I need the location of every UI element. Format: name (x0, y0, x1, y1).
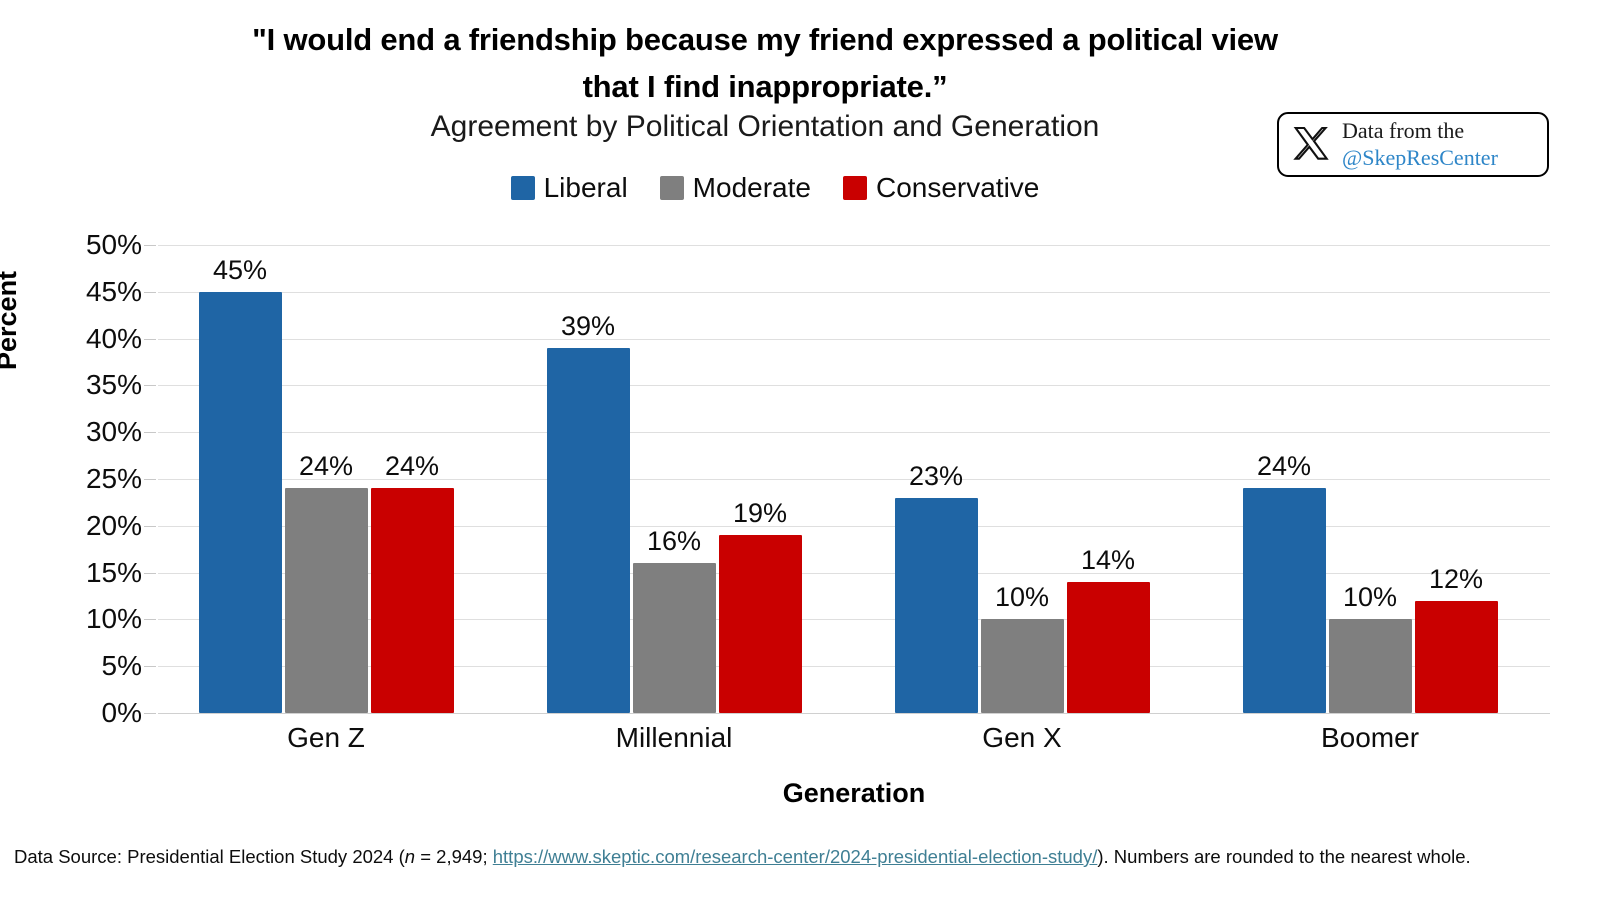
legend-label: Moderate (692, 172, 811, 203)
badge-text: Data from the @SkepResCenter (1342, 118, 1498, 171)
bar-group-millennial: 39% 16% 19% (506, 245, 854, 713)
legend-label: Liberal (543, 172, 628, 203)
gridline (158, 479, 1550, 480)
legend-swatch-icon (510, 176, 535, 200)
y-axis-tick-label: 35% (85, 369, 142, 401)
chart-legend: Liberal Moderate Conservative (0, 172, 1550, 204)
y-axis-tick-mark (144, 338, 156, 340)
y-axis-tick-label: 20% (85, 509, 142, 541)
bar-conservative-gen-x[interactable]: 14% (1066, 545, 1150, 713)
y-axis-tick-label: 30% (85, 416, 142, 448)
bar-conservative-millennial[interactable]: 19% (718, 498, 802, 713)
y-axis-tick-mark (144, 619, 156, 621)
y-axis-tick-mark (144, 291, 156, 293)
bar-liberal-gen-z[interactable]: 45% (198, 255, 282, 713)
y-axis-tick-mark (144, 245, 156, 246)
legend-item-moderate[interactable]: Moderate (659, 172, 811, 204)
bar-value-label: 23% (908, 460, 964, 491)
bar-liberal-millennial[interactable]: 39% (546, 311, 630, 713)
bar-value-label: 39% (560, 310, 616, 341)
y-axis-tick-mark (144, 479, 156, 480)
footer-italic-n: n (404, 846, 416, 867)
legend-item-conservative[interactable]: Conservative (842, 172, 1040, 204)
bar-value-label: 10% (994, 582, 1050, 613)
y-axis-tick-label: 40% (85, 322, 142, 354)
chart-subtitle: Agreement by Political Orientation and G… (430, 110, 1100, 143)
y-axis-tick-mark (144, 713, 156, 714)
bar-liberal-gen-x[interactable]: 23% (894, 461, 978, 713)
gridline (158, 245, 1550, 246)
x-axis-title: Generation (782, 778, 926, 808)
bar-group-gen-x: 23% 10% 14% (854, 245, 1202, 713)
y-axis-tick-label: 25% (85, 463, 142, 494)
y-axis-tick-label: 15% (85, 556, 142, 588)
bar-value-label: 14% (1080, 544, 1136, 575)
footer-source-note: Data Source: Presidential Election Study… (14, 846, 1590, 868)
gridline (158, 713, 1550, 714)
bar-conservative-gen-z[interactable]: 24% (370, 451, 454, 713)
y-axis-tick-label: 50% (85, 229, 142, 260)
bar-value-label: 24% (1256, 451, 1312, 482)
badge-handle[interactable]: @SkepResCenter (1342, 144, 1498, 170)
chart-header: "I would end a friendship because my fri… (0, 0, 1600, 215)
y-axis-tick-mark (144, 666, 156, 668)
gridline (158, 432, 1550, 434)
title-line-1: "I would end a friendship because my fri… (252, 22, 1278, 57)
y-axis-tick-label: 5% (101, 650, 142, 682)
legend-label: Conservative (875, 172, 1040, 203)
data-source-badge[interactable]: Data from the @SkepResCenter (1277, 112, 1549, 177)
x-logo-icon (1293, 126, 1329, 160)
bar-value-label: 24% (298, 451, 354, 482)
x-axis-tick-label: Gen Z (287, 722, 365, 753)
y-axis-tick-mark (144, 385, 156, 387)
legend-swatch-icon (842, 176, 867, 200)
plot-area: 45% 24% 24% 39% 16% 19% 23% 10% 14% 24% 10% 12% (158, 245, 1550, 714)
bar-value-label: 19% (732, 498, 788, 529)
bar-value-label: 10% (1342, 582, 1398, 613)
gridline (158, 291, 1550, 293)
bar-liberal-boomer[interactable]: 24% (1242, 451, 1326, 713)
gridline (158, 666, 1550, 668)
gridline (158, 385, 1550, 387)
gridline (158, 572, 1550, 574)
y-axis-tick-label: 45% (85, 275, 142, 307)
x-axis-tick-label: Millennial (615, 722, 733, 753)
gridline (158, 619, 1550, 621)
x-axis-tick-label: Gen X (982, 722, 1062, 753)
footer-sample-size: = 2,949; (415, 846, 493, 867)
bar-value-label: 12% (1428, 563, 1484, 594)
footer-prefix: Data Source: Presidential Election Study… (14, 846, 405, 867)
bar-moderate-gen-x[interactable]: 10% (980, 582, 1064, 713)
legend-swatch-icon (659, 176, 684, 200)
bar-moderate-millennial[interactable]: 16% (632, 526, 716, 713)
bar-group-boomer: 24% 10% 12% (1202, 245, 1550, 713)
badge-line-1: Data from the (1342, 118, 1465, 144)
page-title: "I would end a friendship because my fri… (120, 16, 1410, 110)
bar-group-gen-z: 45% 24% 24% (158, 245, 506, 713)
bar-conservative-boomer[interactable]: 12% (1414, 564, 1498, 713)
y-axis-tick-label: 0% (101, 697, 142, 728)
gridline (158, 338, 1550, 340)
footer-suffix: ). Numbers are rounded to the nearest wh… (1097, 846, 1471, 867)
bar-moderate-gen-z[interactable]: 24% (284, 451, 368, 713)
y-axis-tick-label: 10% (85, 603, 142, 635)
y-axis-tick-mark (144, 432, 156, 434)
bar-value-label: 16% (646, 526, 702, 557)
gridline (158, 525, 1550, 527)
bar-value-label: 45% (212, 254, 268, 285)
legend-item-liberal[interactable]: Liberal (510, 172, 628, 204)
source-link[interactable]: https://www.skeptic.com/research-center/… (492, 846, 1098, 867)
y-axis-tick-mark (144, 572, 156, 574)
y-axis-title: Percent (0, 270, 22, 370)
bar-moderate-boomer[interactable]: 10% (1328, 582, 1412, 713)
x-axis-tick-label: Boomer (1320, 722, 1420, 753)
bar-value-label: 24% (384, 451, 440, 482)
title-line-2: that I find inappropriate.” (582, 69, 948, 105)
y-axis-tick-mark (144, 525, 156, 527)
